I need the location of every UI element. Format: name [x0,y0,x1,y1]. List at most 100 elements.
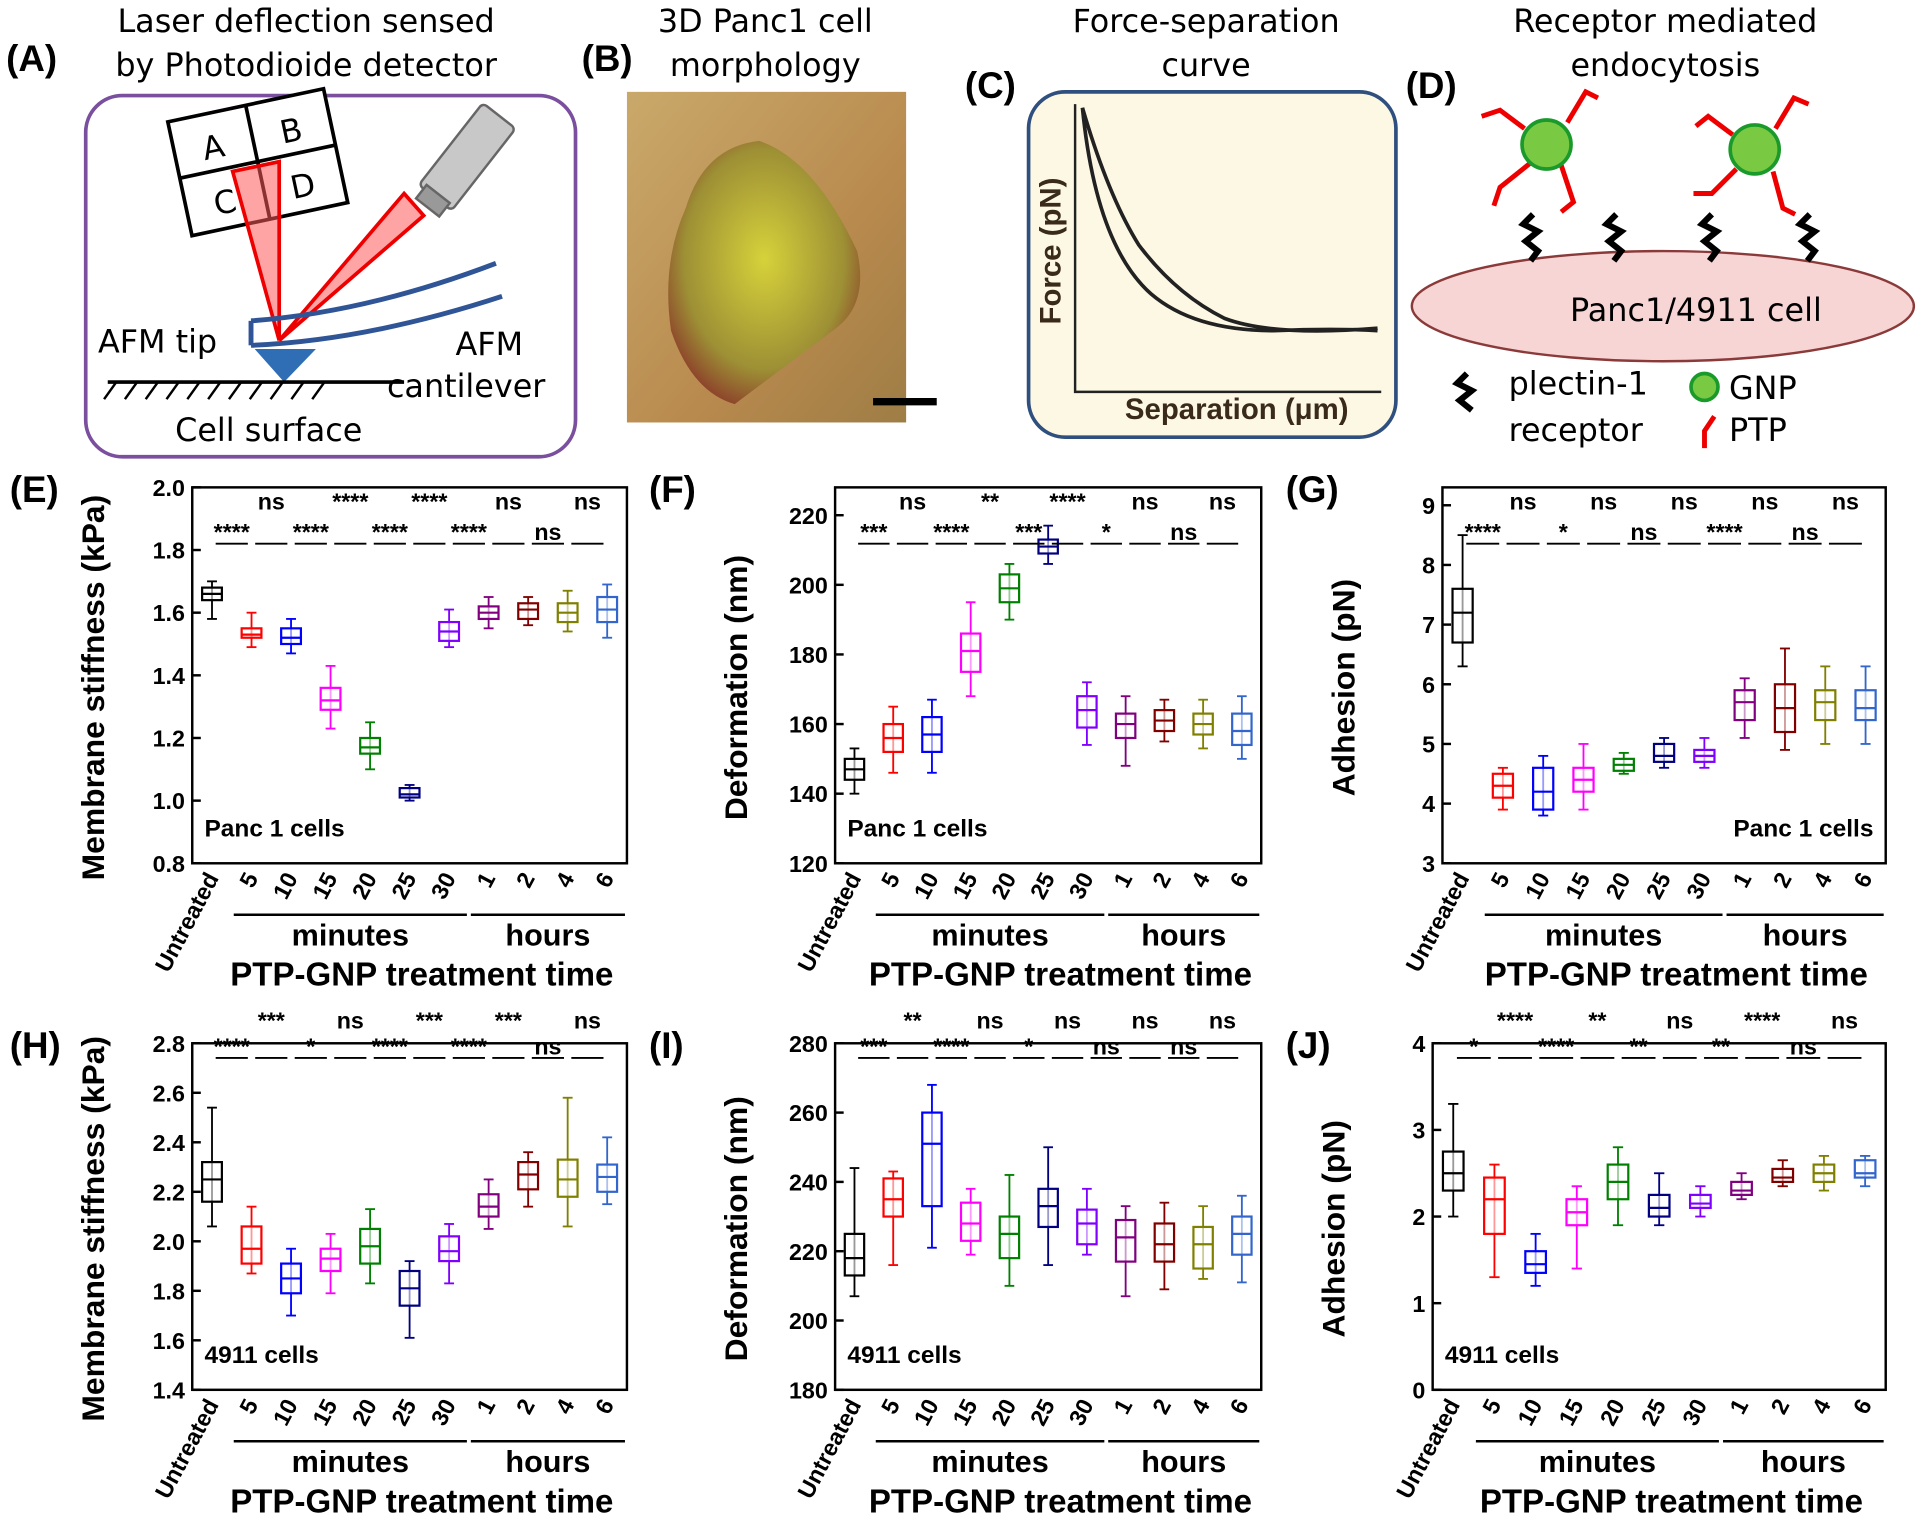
box [1853,1159,1877,1179]
box [240,627,263,639]
y-tick-label: 7 [1422,612,1435,638]
significance-label: ns [976,1008,1003,1034]
x-tick-label: 4 [1808,868,1837,892]
y-tick-label: 4 [1422,791,1435,817]
box [1192,1225,1214,1270]
significance-label: **** [933,519,970,545]
significance-label: * [1559,519,1569,545]
y-tick-label: 120 [789,851,828,877]
panel-title: curve [1162,46,1251,84]
significance-label: **** [332,488,369,514]
significance-label: *** [860,519,888,545]
x-tick-label: 10 [268,868,303,903]
x-tick-label: 6 [1848,868,1877,892]
cell [668,140,861,405]
panel-d: (D) Receptor mediated endocytosis Panc1/… [1406,2,1916,449]
gnp [1520,118,1573,171]
panel-label: (A) [6,38,57,79]
x-tick-label: 25 [1641,868,1676,903]
plot-frame [191,1042,629,1392]
box [438,1235,461,1263]
significance-label: ns [1630,519,1657,545]
group-label: hours [1761,1445,1846,1479]
x-tick-label: 6 [1225,1395,1254,1419]
significance-label: ns [1170,1033,1197,1059]
y-tick-label: 1.8 [153,538,185,564]
significance-label: ns [534,519,561,545]
x-tick-label: Untreated [1391,1395,1465,1503]
significance-label: ** [981,488,1000,514]
y-tick-label: 1.4 [153,1377,185,1403]
panel-title: morphology [670,46,861,84]
annotation: 4911 cells [1445,1342,1559,1369]
significance-label: ns [1751,488,1778,514]
x-tick-label: Untreated [792,868,866,976]
y-tick-label: 0 [1412,1377,1425,1403]
x-tick-label: 4 [1807,1395,1836,1419]
y-tick-label: 220 [789,503,828,529]
panel-label: (I) [649,1025,684,1066]
box [280,627,303,646]
box [959,632,982,673]
y-tick-label: 2.6 [153,1080,185,1106]
significance-label: **** [372,519,409,545]
annotation: Panc 1 cells [847,815,987,842]
x-tick-label: 2 [1765,1395,1794,1419]
significance-label: **** [933,1033,970,1059]
annotation: Panc 1 cells [204,815,344,842]
significance-label: *** [860,1033,888,1059]
panel-title: Receptor mediated [1513,2,1817,40]
significance-label: ns [1509,488,1536,514]
x-tick-label: Untreated [1400,868,1474,976]
chart: (I)Deformation (nm)180200220240260280Unt… [649,1008,1263,1520]
ptp [1480,88,1810,217]
y-tick-label: 2.2 [153,1179,185,1205]
x-tick-label: Untreated [150,868,224,976]
x-tick-label: 2 [511,1395,540,1419]
box [1524,1250,1548,1274]
y-tick-label: 2.4 [153,1130,185,1156]
box [1231,1215,1253,1256]
box [201,1160,223,1203]
panel-label: (J) [1286,1025,1331,1066]
panel-a: (A) Laser deflection sensed by Photodioi… [6,2,578,459]
x-tick-label: 20 [1595,1395,1630,1430]
y-tick-label: 5 [1422,732,1435,758]
y-tick-label: 8 [1422,553,1435,579]
x-tick-label: 25 [1025,1395,1060,1430]
y-tick-label: 6 [1422,672,1435,698]
laser-beam [230,159,282,341]
x-tick-label: 5 [876,868,905,892]
x-tick-label: 5 [234,868,263,892]
x-tick-label: 2 [1147,1395,1176,1419]
significance-label: ns [1832,488,1859,514]
box [1451,587,1474,644]
box [1483,1176,1506,1235]
y-tick-label: 0.8 [153,851,185,877]
box [1114,1218,1137,1263]
y-tick-label: 220 [789,1239,828,1265]
group-label: minutes [931,1445,1048,1479]
legend-label: GNP [1729,369,1797,407]
significance-label: *** [258,1008,286,1034]
x-tick-label: 20 [347,1395,382,1430]
box [1814,689,1837,722]
tip-label: AFM tip [98,323,217,361]
box [1114,712,1137,740]
panel-label: (F) [649,469,696,510]
panel-label: (D) [1406,65,1457,106]
x-tick-label: 1 [471,1395,500,1419]
significance-label: * [306,1033,316,1059]
x-tick-label: 1 [1727,868,1756,892]
x-tick-label: 6 [590,868,619,892]
y-axis-label: Deformation (nm) [718,1096,754,1361]
box [1037,1187,1059,1229]
y-tick-label: 260 [789,1100,828,1126]
x-tick-label: 30 [1677,1395,1712,1430]
significance-label: ns [1831,1008,1858,1034]
box [398,786,421,799]
x-tick-label: 6 [590,1395,619,1419]
box [319,686,342,711]
significance-label: *** [495,1008,523,1034]
box [1076,695,1098,729]
